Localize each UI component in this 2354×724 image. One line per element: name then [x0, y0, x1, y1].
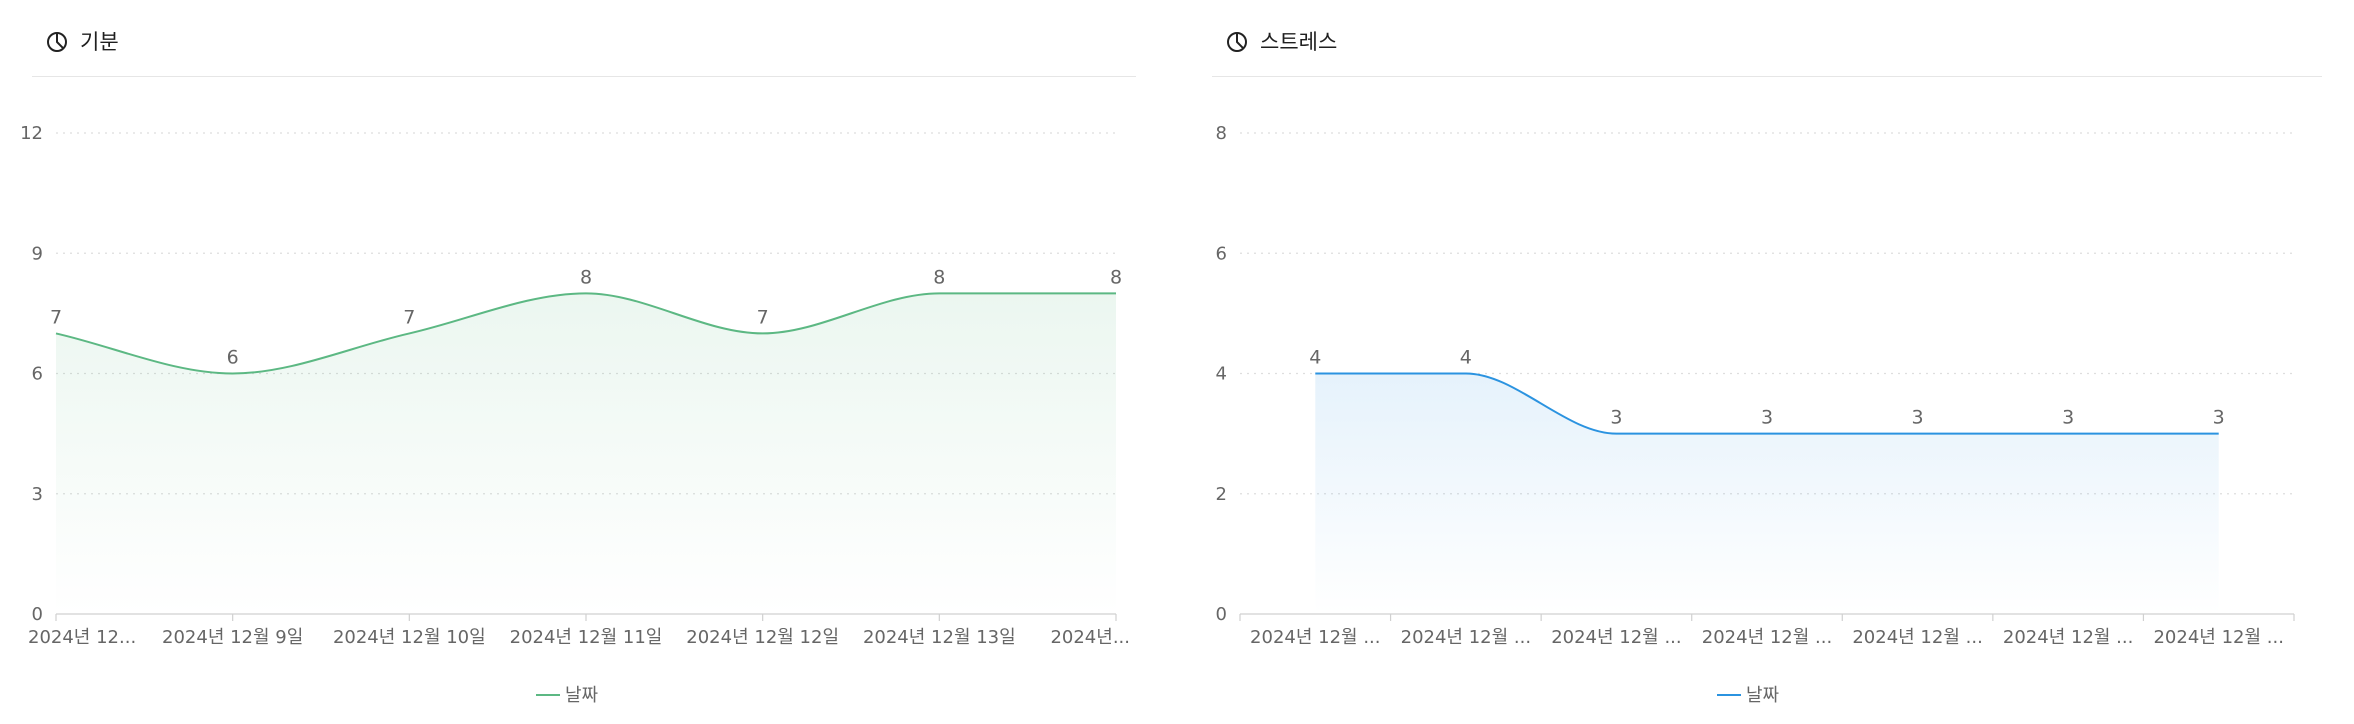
x-tick-label: 2024년 12...	[28, 627, 136, 648]
data-label: 4	[1309, 347, 1321, 369]
stress-panel: 스트레스 0 2 4 6 8 2024년 12월 ... 2024년 12월 ... 2024…	[1212, 0, 2322, 724]
series-area	[56, 293, 1116, 614]
y-tick-label: 3	[32, 484, 43, 505]
x-tick-label: 2024년 12월 12일	[686, 627, 839, 648]
mood-chart: 0 3 6 9 12 2024년 12... 2024년 12월 9일 2024년 12월 1…	[20, 123, 1130, 706]
x-tick-label: 2024년 12월 13일	[863, 627, 1016, 648]
mood-panel-header: 기분	[32, 0, 1136, 77]
legend-label: 날짜	[1746, 685, 1780, 706]
mood-panel: 기분 0 3 6 9 12 2024년 12... 2024년 12월 9일 2024년 12…	[20, 0, 1136, 724]
y-tick-label: 8	[1216, 123, 1227, 144]
x-tick-label: 2024년 12월 ...	[1250, 627, 1380, 648]
data-label: 8	[933, 266, 945, 288]
data-label: 7	[50, 306, 62, 328]
data-label: 7	[757, 306, 769, 328]
series-line	[1315, 372, 2219, 435]
x-tick-label: 2024년 12월 9일	[162, 627, 303, 648]
x-tick-label: 2024년 12월 10일	[333, 627, 486, 648]
stress-panel-header: 스트레스	[1212, 0, 2322, 77]
data-label: 8	[1110, 266, 1122, 288]
legend: 날짜	[1717, 685, 1780, 706]
y-tick-label: 6	[32, 364, 43, 385]
x-tick-label: 2024년 12월 ...	[2003, 627, 2133, 648]
stress-chart: 0 2 4 6 8 2024년 12월 ... 2024년 12월 ... 2024년 12월…	[1216, 123, 2295, 706]
x-tick-label: 2024년 12월 ...	[1551, 627, 1681, 648]
data-label: 7	[403, 306, 415, 328]
series-line	[55, 292, 1116, 375]
x-tick-label: 2024년 12월 ...	[1702, 627, 1832, 648]
x-tick-label: 2024년 12월 ...	[2153, 627, 2283, 648]
data-label: 4	[1460, 347, 1472, 369]
legend: 날짜	[536, 685, 599, 706]
data-label: 3	[1610, 407, 1622, 429]
pie-chart-icon	[1227, 32, 1247, 52]
y-tick-label: 0	[1216, 604, 1227, 625]
stress-panel-title: 스트레스	[1260, 30, 1338, 54]
data-label: 3	[2062, 407, 2074, 429]
y-tick-label: 12	[20, 123, 43, 144]
data-label: 6	[227, 347, 239, 369]
data-label: 8	[580, 266, 592, 288]
pie-chart-icon	[47, 32, 67, 52]
data-label: 3	[2213, 407, 2225, 429]
legend-label: 날짜	[565, 685, 599, 706]
y-tick-label: 4	[1216, 364, 1227, 385]
x-tick-label: 2024년 12월 11일	[510, 627, 663, 648]
data-label: 3	[1912, 407, 1924, 429]
x-tick-label: 2024년 12월 ...	[1401, 627, 1531, 648]
data-label: 3	[1761, 407, 1773, 429]
y-tick-label: 0	[32, 604, 43, 625]
x-tick-label: 2024년 12월 ...	[1852, 627, 1982, 648]
y-tick-label: 6	[1216, 243, 1227, 264]
mood-panel-title: 기분	[80, 30, 119, 54]
y-tick-label: 2	[1216, 484, 1227, 505]
x-tick-label: 2024년...	[1050, 627, 1130, 648]
y-tick-label: 9	[32, 243, 43, 264]
